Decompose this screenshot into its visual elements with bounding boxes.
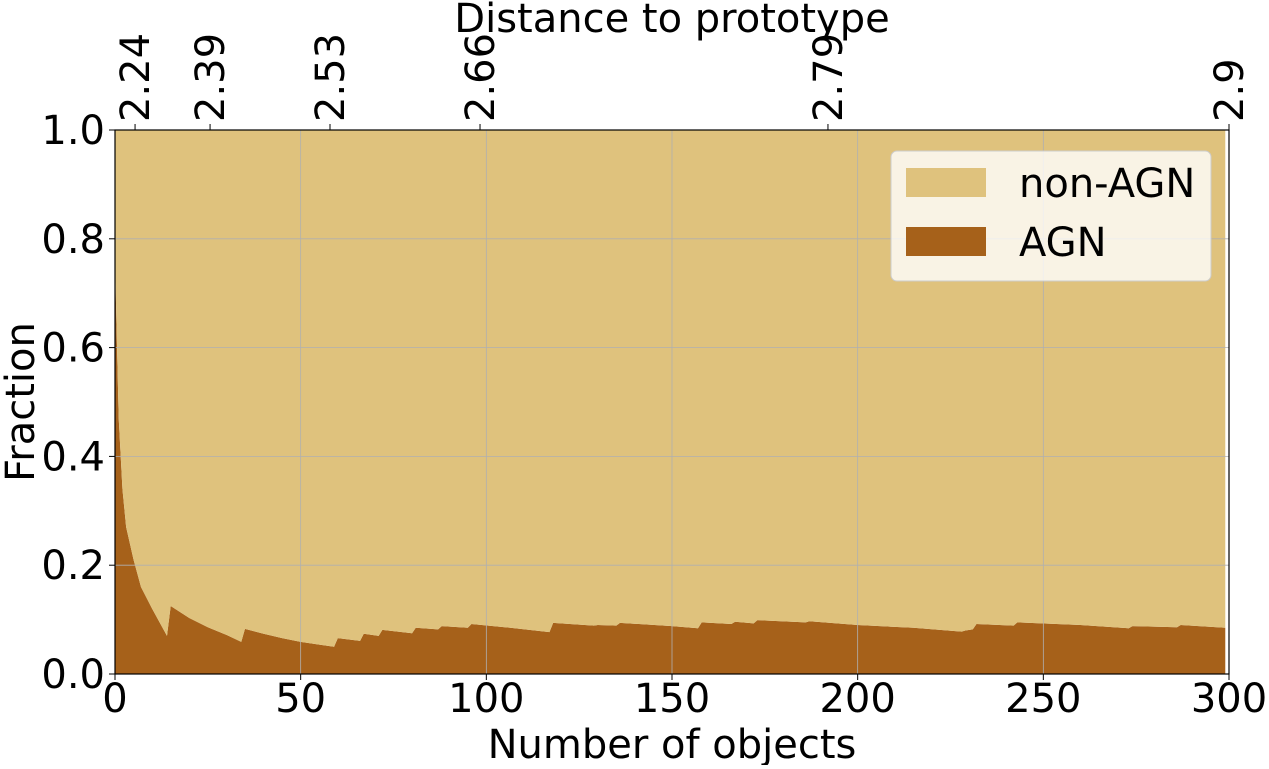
y-axis-label: Fraction — [0, 322, 44, 482]
x-axis-label: Number of objects — [488, 722, 857, 765]
legend-swatch — [906, 227, 986, 256]
y-tick-label: 0.6 — [41, 326, 105, 372]
x-tick-label: 300 — [1191, 676, 1267, 722]
legend-swatch — [906, 168, 986, 197]
x2-tick-label: 2.39 — [188, 33, 234, 122]
x2-tick-label: 2.79 — [806, 33, 852, 122]
x2-axis-label: Distance to prototype — [454, 0, 889, 42]
legend: non-AGN AGN — [890, 150, 1212, 282]
y-tick-label: 1.0 — [41, 108, 105, 154]
y-tick-label: 0.0 — [41, 652, 105, 698]
x-tick-label: 150 — [634, 676, 710, 722]
x-tick-label: 0 — [102, 676, 127, 722]
y-tick-label: 0.4 — [41, 434, 105, 480]
x-tick-label: 200 — [819, 676, 895, 722]
x2-tick-label: 2.24 — [113, 33, 159, 122]
x-tick-label: 100 — [448, 676, 524, 722]
legend-label: AGN — [1019, 220, 1107, 266]
x-tick-label: 250 — [1005, 676, 1081, 722]
x2-tick-label: 2.53 — [308, 33, 354, 122]
area — [115, 260, 1226, 674]
y-tick-label: 0.2 — [41, 543, 105, 589]
legend-label: non-AGN — [1019, 161, 1195, 207]
y-tick-label: 0.8 — [41, 217, 105, 263]
x-tick-label: 50 — [275, 676, 326, 722]
x2-tick-label: 2.9 — [1207, 58, 1253, 122]
x2-tick-label: 2.66 — [458, 33, 504, 122]
